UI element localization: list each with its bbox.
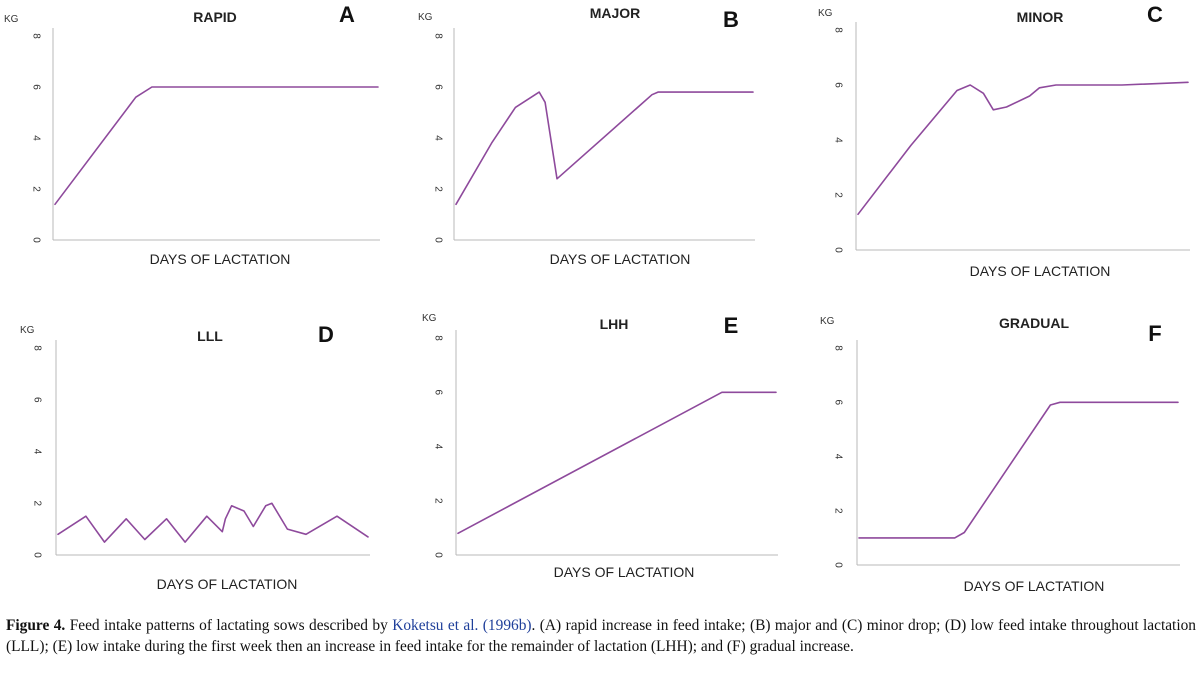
y-tick-label: 6 — [432, 389, 443, 395]
y-tick-label: 4 — [832, 454, 843, 460]
chart-panel-b: MAJOR B KG DAYS OF LACTATION 0 2 4 6 8 — [418, 5, 755, 267]
chart-panel-c: MINOR C KG DAYS OF LACTATION 0 2 4 6 8 — [818, 2, 1190, 279]
y-tick-label: 8 — [30, 33, 41, 39]
y-tick-label: 6 — [432, 84, 443, 90]
y-axis-label: KG — [820, 316, 835, 327]
panel-letter: F — [1148, 321, 1161, 346]
y-tick-label: 2 — [832, 192, 843, 198]
chart-title: RAPID — [193, 9, 237, 25]
x-axis-label: DAYS OF LACTATION — [157, 576, 298, 592]
y-tick-label: 6 — [832, 82, 843, 88]
y-tick-label: 8 — [432, 335, 443, 341]
y-tick-label: 2 — [30, 186, 41, 192]
series-line — [858, 401, 1179, 539]
y-axis-label: KG — [4, 14, 19, 25]
y-tick-label: 4 — [432, 444, 443, 450]
caption-text-after-link: . (A) rapid increase in feed intake; (B)… — [6, 617, 1197, 655]
figure-caption: Figure 4. Feed intake patterns of lactat… — [6, 615, 1196, 657]
y-tick-label: 2 — [832, 508, 843, 514]
caption-citation-link[interactable]: Koketsu et al. (1996b) — [392, 617, 532, 634]
y-tick-label: 8 — [432, 33, 443, 39]
y-tick-label: 0 — [432, 237, 443, 243]
y-axis-label: KG — [418, 12, 433, 23]
series-line — [857, 81, 1189, 216]
series-line — [457, 391, 777, 535]
x-axis-label: DAYS OF LACTATION — [970, 263, 1111, 279]
y-tick-label: 0 — [832, 562, 843, 568]
y-axis-label: KG — [818, 8, 833, 19]
x-axis-label: DAYS OF LACTATION — [964, 578, 1105, 594]
y-tick-label: 4 — [30, 135, 41, 141]
series-line — [57, 502, 369, 543]
panel-letter: D — [318, 322, 334, 347]
y-tick-label: 0 — [30, 237, 41, 243]
chart-panel-a: RAPID A KG DAYS OF LACTATION 0 2 4 6 8 — [4, 2, 380, 267]
panel-letter: E — [724, 313, 739, 338]
x-axis-label: DAYS OF LACTATION — [150, 251, 291, 267]
y-tick-label: 0 — [432, 552, 443, 558]
caption-text-before-link: Feed intake patterns of lactating sows d… — [65, 617, 393, 634]
y-tick-label: 8 — [832, 27, 843, 33]
y-tick-label: 8 — [832, 345, 843, 351]
y-tick-label: 6 — [31, 397, 42, 403]
series-line — [54, 86, 379, 206]
chart-title: LHH — [600, 316, 629, 332]
chart-panel-e: LHH E KG DAYS OF LACTATION 0 2 4 6 8 — [422, 313, 778, 580]
figure-panels: RAPID A KG DAYS OF LACTATION 0 2 4 6 8 MAJOR B KG DA… — [4, 2, 1190, 594]
y-tick-label: 2 — [432, 498, 443, 504]
y-tick-label: 0 — [832, 247, 843, 253]
panel-letter: C — [1147, 2, 1163, 27]
y-tick-label: 4 — [832, 137, 843, 143]
panel-letter: A — [339, 2, 355, 27]
chart-title: GRADUAL — [999, 315, 1069, 331]
chart-title: LLL — [197, 328, 223, 344]
x-axis-label: DAYS OF LACTATION — [554, 564, 695, 580]
y-tick-label: 4 — [432, 135, 443, 141]
y-tick-label: 2 — [31, 500, 42, 506]
chart-title: MAJOR — [590, 5, 641, 21]
y-tick-label: 8 — [31, 345, 42, 351]
x-axis-label: DAYS OF LACTATION — [550, 251, 691, 267]
chart-panel-d: LLL D KG DAYS OF LACTATION 0 2 4 6 8 — [20, 322, 370, 592]
y-axis-label: KG — [422, 313, 437, 324]
chart-title: MINOR — [1017, 9, 1064, 25]
y-tick-label: 4 — [31, 449, 42, 455]
panel-letter: B — [723, 7, 739, 32]
caption-label: Figure 4. — [6, 617, 66, 634]
y-tick-label: 0 — [31, 552, 42, 558]
y-axis-label: KG — [20, 325, 35, 336]
chart-panel-f: GRADUAL F KG DAYS OF LACTATION 0 2 4 6 8 — [820, 315, 1180, 594]
y-tick-label: 2 — [432, 186, 443, 192]
series-line — [455, 91, 754, 206]
y-tick-label: 6 — [832, 399, 843, 405]
y-tick-label: 6 — [30, 84, 41, 90]
